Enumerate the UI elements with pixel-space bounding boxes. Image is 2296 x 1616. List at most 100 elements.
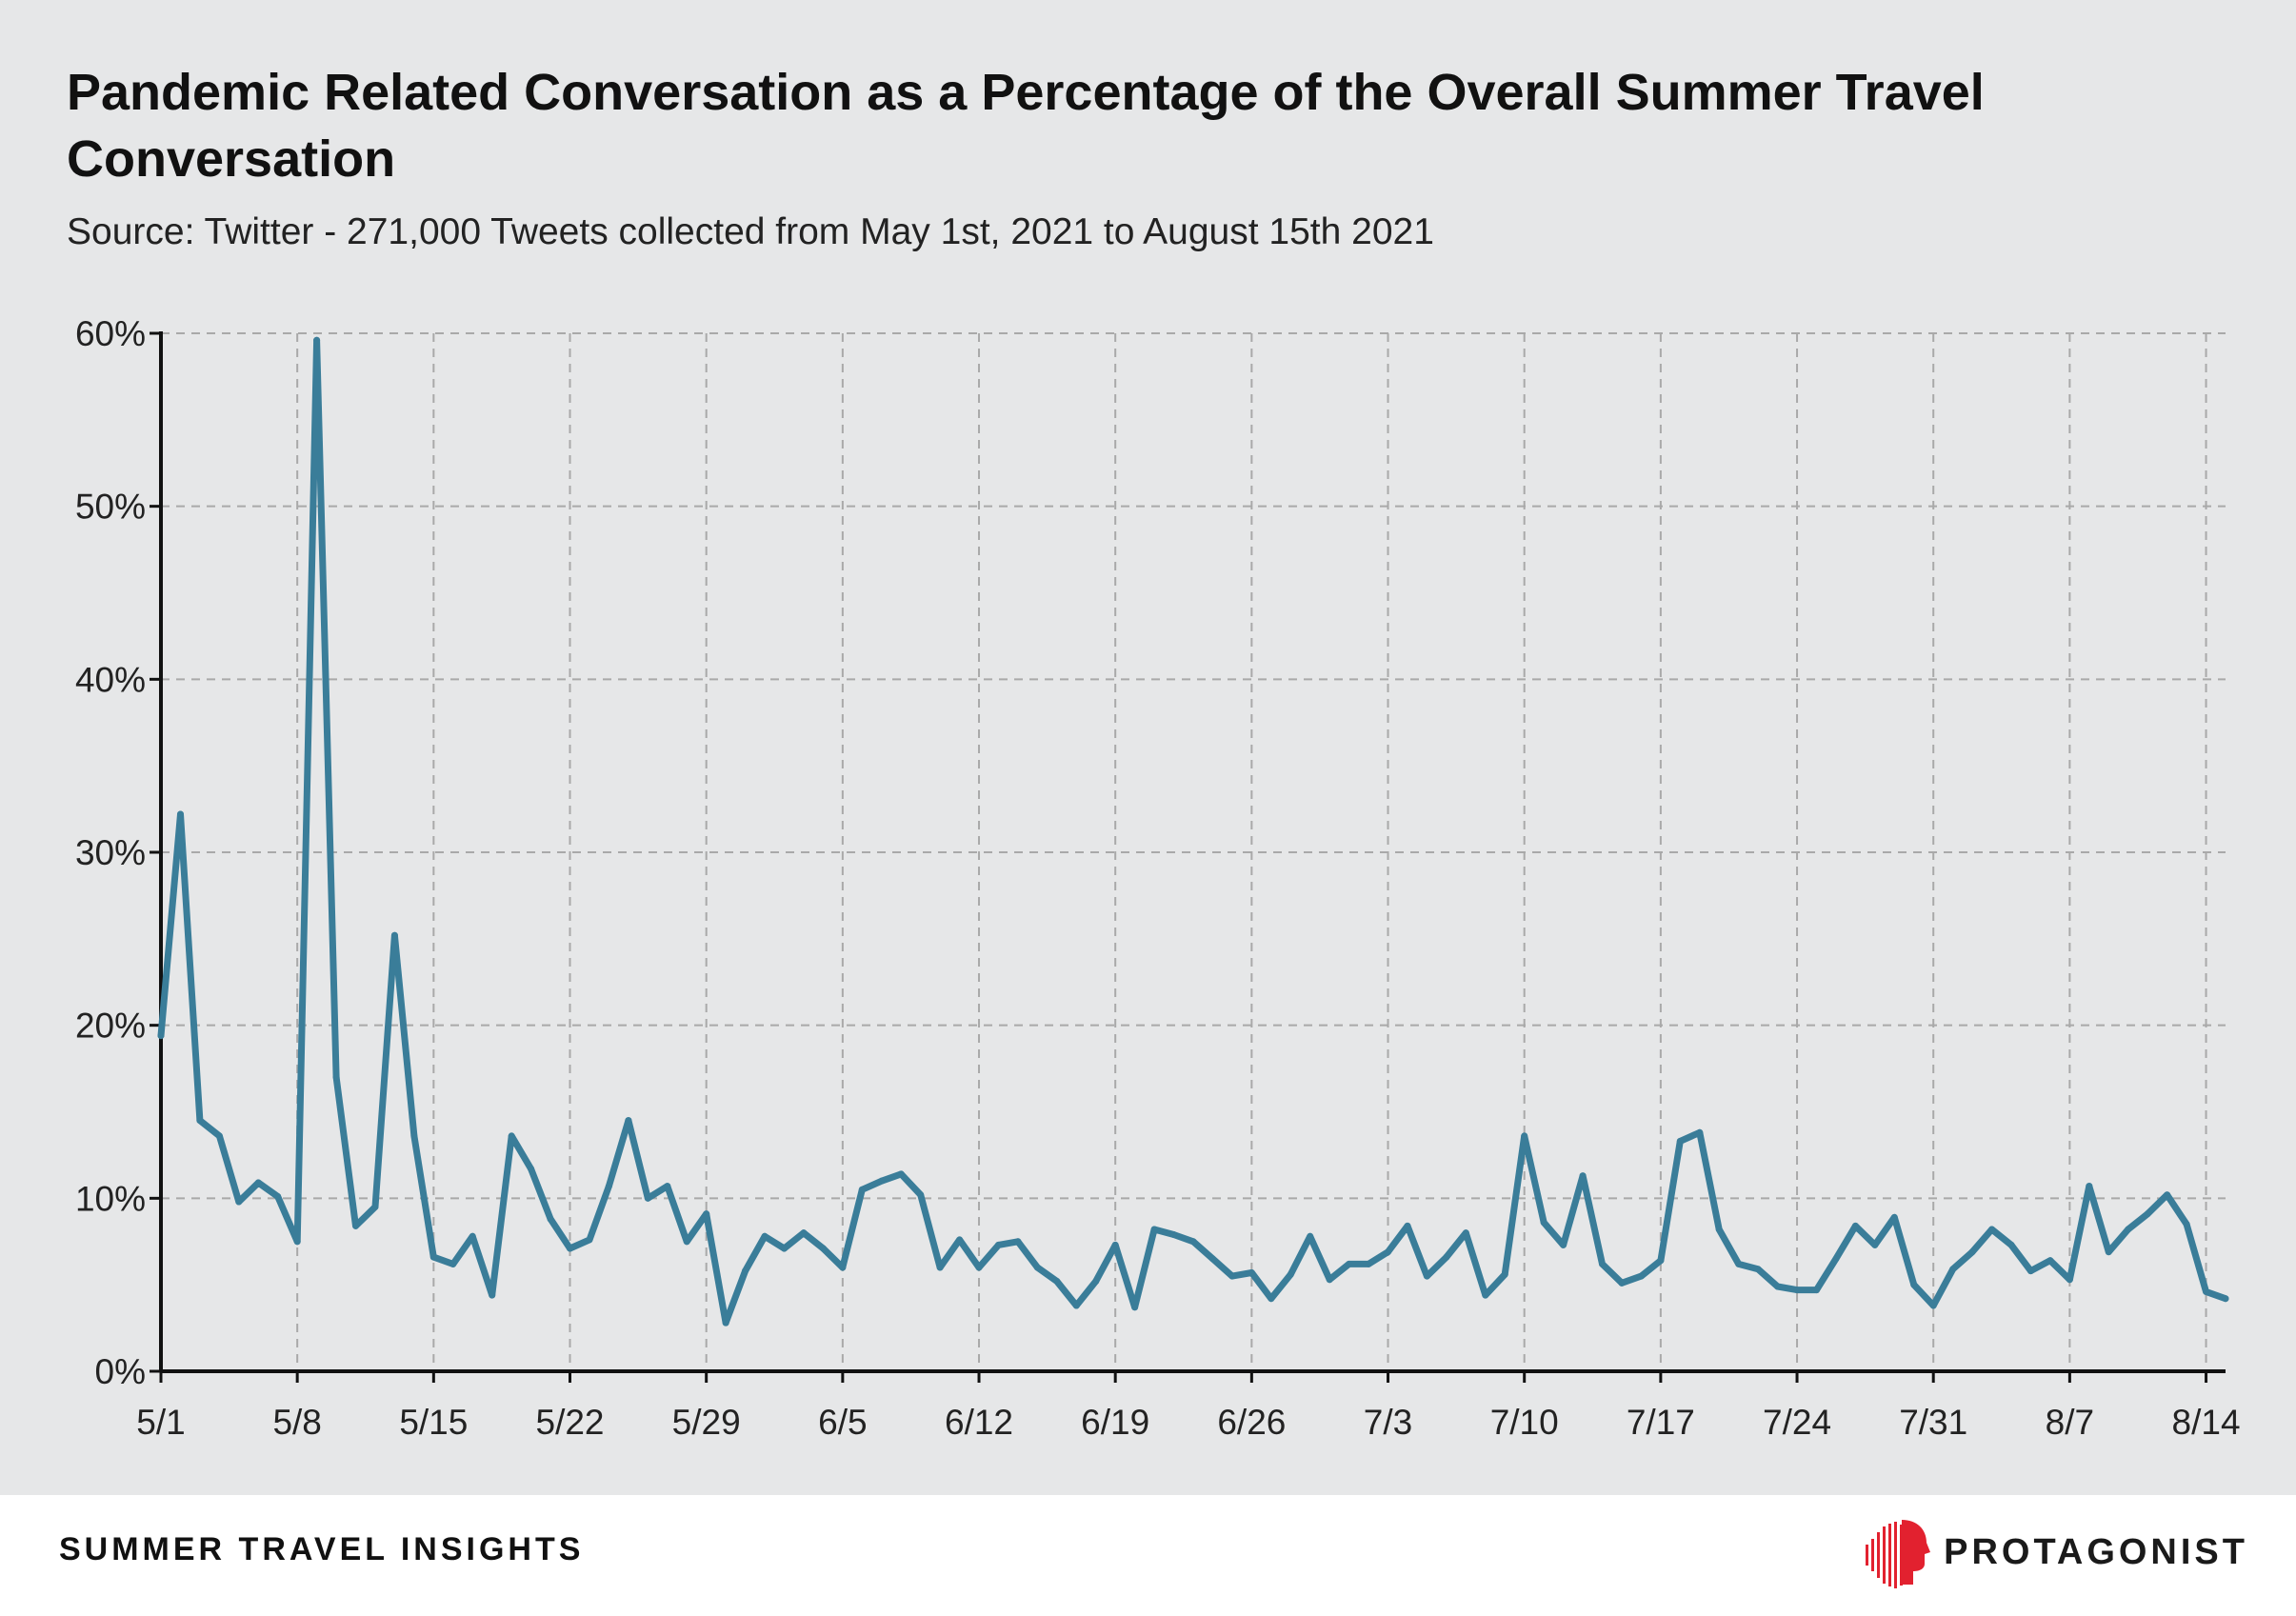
data-point (352, 1222, 360, 1229)
data-point (1092, 1278, 1100, 1286)
data-point (1540, 1219, 1547, 1227)
data-point (761, 1232, 769, 1240)
logo-bar (1866, 1545, 1869, 1566)
data-point (1404, 1222, 1411, 1229)
data-point (390, 931, 398, 939)
data-point (1618, 1279, 1626, 1287)
data-point (1676, 1137, 1684, 1145)
data-point (1735, 1260, 1743, 1267)
logo-bar (1900, 1525, 1904, 1586)
x-tick-label: 5/15 (399, 1403, 468, 1442)
data-point (2007, 1241, 2015, 1248)
data-point (897, 1170, 905, 1178)
y-tick-label: 0% (95, 1352, 146, 1391)
data-point (157, 1032, 165, 1040)
data-point (1521, 1132, 1528, 1140)
data-point (1307, 1232, 1314, 1240)
data-point (313, 336, 321, 344)
data-point (1871, 1241, 1879, 1248)
data-point (625, 1117, 632, 1125)
y-tick-label: 30% (75, 833, 146, 872)
y-tick-label: 60% (75, 314, 146, 353)
data-point (1968, 1248, 1976, 1256)
data-point (1346, 1260, 1353, 1267)
data-point (332, 1073, 340, 1081)
data-point (2105, 1248, 2112, 1256)
data-point (2086, 1183, 2093, 1190)
data-point (936, 1264, 944, 1271)
x-tick-label: 8/7 (2046, 1403, 2094, 1442)
data-point (429, 1253, 437, 1261)
data-point (1501, 1270, 1508, 1278)
y-tick-label: 40% (75, 660, 146, 699)
data-point (547, 1215, 554, 1223)
data-point (586, 1236, 593, 1244)
data-point (839, 1264, 847, 1271)
data-point (683, 1238, 690, 1246)
data-point (1812, 1287, 1820, 1294)
data-point (410, 1132, 418, 1140)
data-point (1462, 1229, 1469, 1237)
series-line (157, 336, 2229, 1327)
data-point (994, 1241, 1002, 1248)
x-tick-label: 8/14 (2172, 1403, 2241, 1442)
data-point (1326, 1276, 1333, 1284)
data-point (508, 1132, 515, 1140)
data-point (644, 1194, 651, 1202)
data-point (528, 1165, 535, 1172)
data-point (858, 1186, 866, 1193)
data-point (449, 1260, 457, 1267)
x-tick-label: 6/12 (945, 1403, 1013, 1442)
data-point (1268, 1295, 1275, 1303)
data-point (1189, 1238, 1197, 1246)
data-point (1228, 1272, 1236, 1280)
data-point (2183, 1221, 2190, 1228)
data-point (1072, 1302, 1080, 1309)
logo-bar (1871, 1539, 1875, 1571)
data-point (1385, 1248, 1392, 1256)
logo-bar (1888, 1524, 1892, 1586)
data-point (1443, 1253, 1450, 1261)
data-point (215, 1132, 223, 1140)
data-point (235, 1198, 243, 1206)
data-point (2203, 1287, 2210, 1295)
data-point (274, 1193, 282, 1201)
x-tick-label: 7/24 (1763, 1403, 1831, 1442)
data-point (1170, 1230, 1178, 1238)
data-point (1248, 1268, 1255, 1276)
x-tick-label: 7/10 (1490, 1403, 1559, 1442)
data-point (2066, 1276, 2073, 1284)
data-point (1851, 1222, 1859, 1229)
data-point (722, 1319, 729, 1327)
data-point (1715, 1226, 1723, 1233)
data-point (1754, 1266, 1762, 1273)
chart-title: Pandemic Related Conversation as a Perce… (67, 64, 1985, 188)
data-point (1482, 1291, 1489, 1299)
data-point (664, 1183, 671, 1190)
x-tick-label: 6/19 (1081, 1403, 1149, 1442)
data-point (1910, 1281, 1918, 1288)
data-point (176, 810, 184, 818)
chart-subtitle: Source: Twitter - 271,000 Tweets collect… (67, 211, 1434, 252)
data-point (2046, 1257, 2054, 1265)
data-point (1890, 1213, 1898, 1221)
data-point (1832, 1255, 1840, 1263)
data-point (1579, 1172, 1587, 1180)
logo-bar (1894, 1522, 1898, 1588)
data-point (469, 1232, 476, 1240)
data-point (1053, 1278, 1061, 1286)
data-point (819, 1245, 827, 1252)
data-point (371, 1203, 379, 1210)
protagonist-logo-icon (1866, 1520, 1931, 1588)
brand-name: PROTAGONIST (1944, 1531, 2248, 1572)
data-point (703, 1210, 710, 1218)
data-point (742, 1267, 749, 1275)
footer-label: SUMMER TRAVEL INSIGHTS (59, 1531, 585, 1567)
logo-bar (1877, 1532, 1881, 1578)
x-tick-label: 5/8 (272, 1403, 321, 1442)
data-point (1774, 1283, 1782, 1290)
logo-bar (1883, 1526, 1887, 1584)
brand: PROTAGONIST (1864, 1516, 2248, 1588)
data-point (293, 1238, 301, 1246)
data-point (1599, 1260, 1607, 1267)
